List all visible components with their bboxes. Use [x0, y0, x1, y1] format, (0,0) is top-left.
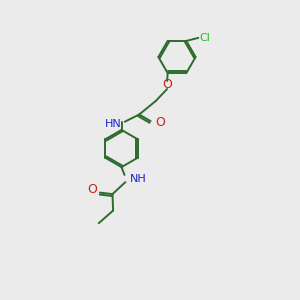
Text: O: O: [88, 183, 98, 196]
Text: O: O: [162, 78, 172, 91]
Text: Cl: Cl: [200, 33, 211, 43]
Text: HN: HN: [104, 118, 121, 128]
Text: O: O: [155, 116, 165, 129]
Text: NH: NH: [130, 173, 146, 184]
